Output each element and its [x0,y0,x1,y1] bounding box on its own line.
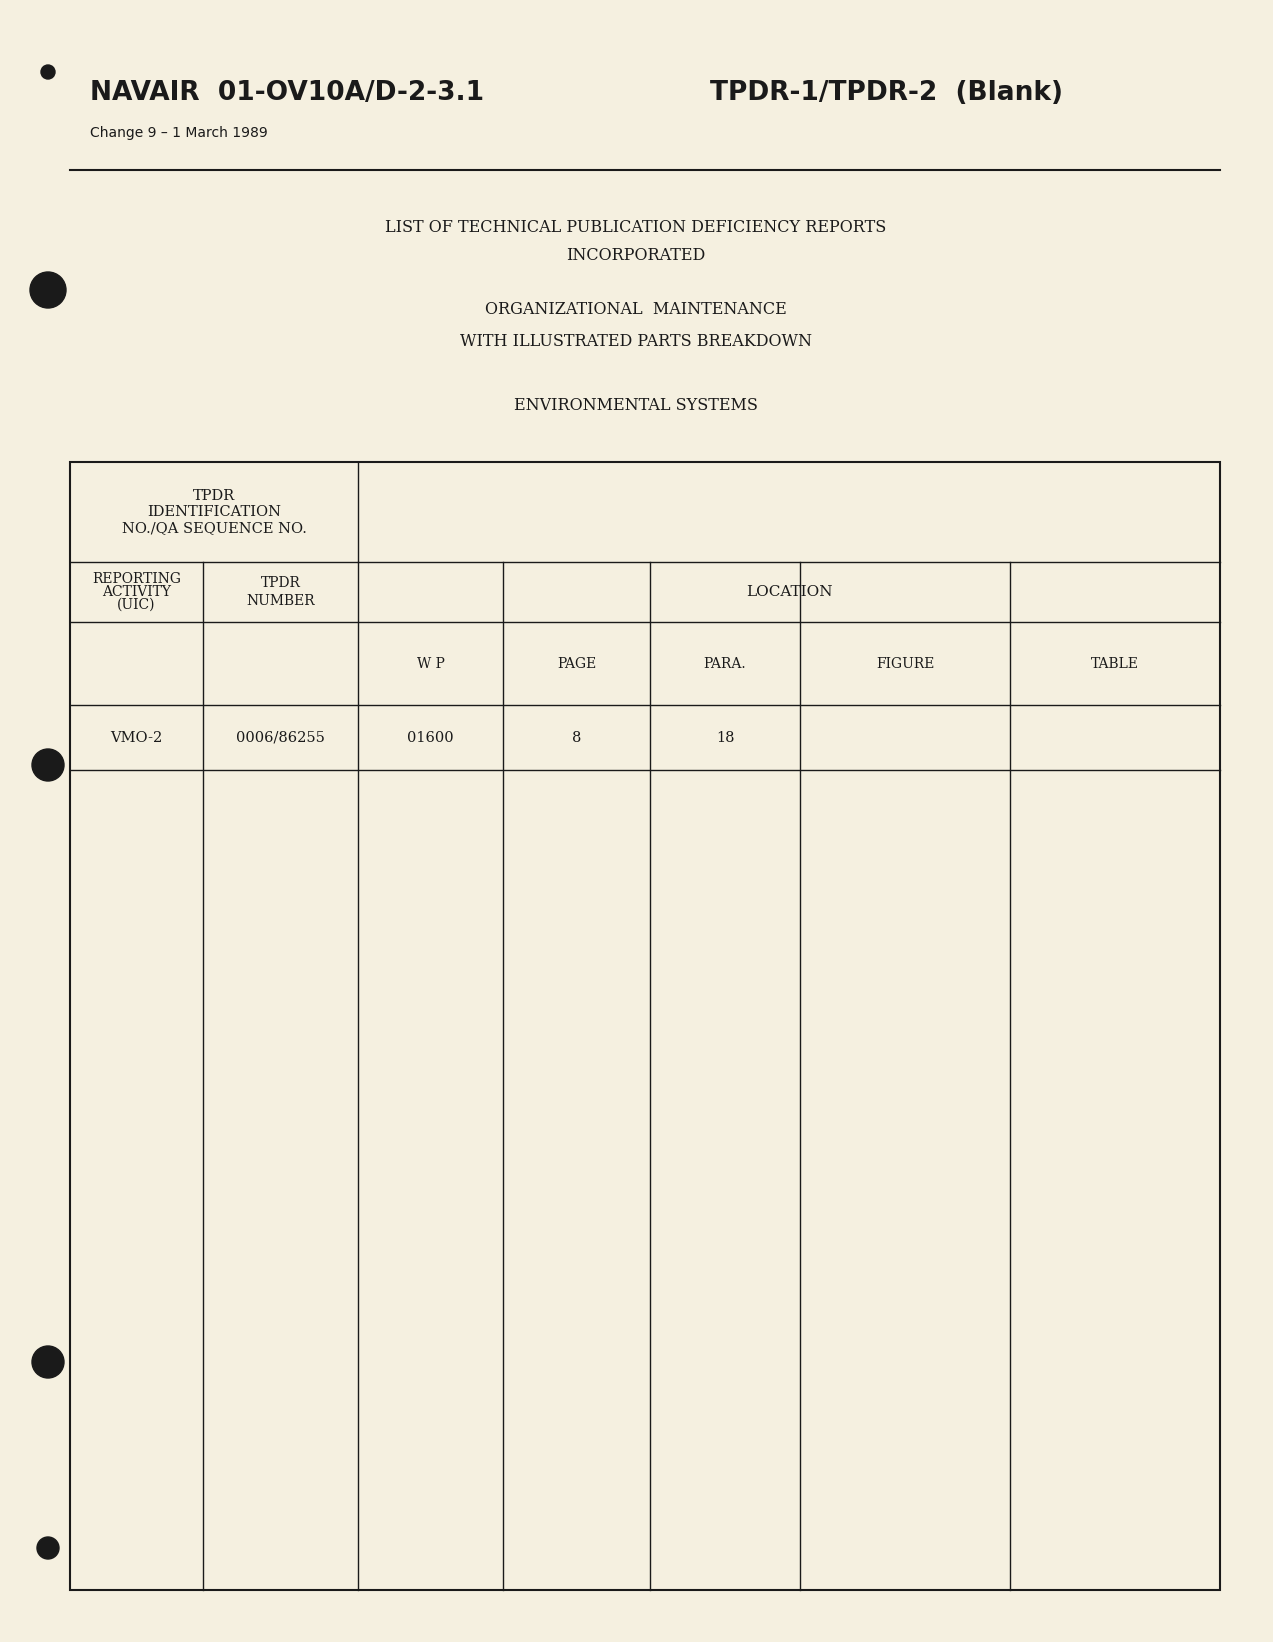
Text: Change 9 – 1 March 1989: Change 9 – 1 March 1989 [90,126,267,140]
Circle shape [31,273,66,309]
Text: TPDR: TPDR [193,489,236,502]
Text: LIST OF TECHNICAL PUBLICATION DEFICIENCY REPORTS: LIST OF TECHNICAL PUBLICATION DEFICIENCY… [386,220,886,236]
Text: ENVIRONMENTAL SYSTEMS: ENVIRONMENTAL SYSTEMS [514,396,757,414]
Text: REPORTING: REPORTING [92,571,181,586]
Text: ORGANIZATIONAL  MAINTENANCE: ORGANIZATIONAL MAINTENANCE [485,302,787,319]
Text: 0006/86255: 0006/86255 [236,731,325,744]
Text: NUMBER: NUMBER [246,594,314,608]
Text: WITH ILLUSTRATED PARTS BREAKDOWN: WITH ILLUSTRATED PARTS BREAKDOWN [460,333,812,350]
Text: NO./QA SEQUENCE NO.: NO./QA SEQUENCE NO. [121,521,307,535]
Text: (UIC): (UIC) [117,598,155,612]
Circle shape [41,66,55,79]
Text: PARA.: PARA. [704,657,746,670]
Circle shape [32,749,64,782]
Text: FIGURE: FIGURE [876,657,934,670]
Circle shape [32,1346,64,1378]
Text: NAVAIR  01-OV10A/D-2-3.1: NAVAIR 01-OV10A/D-2-3.1 [90,80,484,107]
Text: TABLE: TABLE [1091,657,1139,670]
Bar [70,461,1220,1589]
Text: 8: 8 [572,731,582,744]
Text: ACTIVITY: ACTIVITY [102,585,171,599]
Text: INCORPORATED: INCORPORATED [566,248,705,264]
Text: W P: W P [416,657,444,670]
Text: 01600: 01600 [407,731,453,744]
Text: IDENTIFICATION: IDENTIFICATION [146,506,281,519]
Text: TPDR-1/TPDR-2  (Blank): TPDR-1/TPDR-2 (Blank) [710,80,1063,107]
Text: VMO-2: VMO-2 [111,731,163,744]
Text: LOCATION: LOCATION [746,585,833,599]
Text: 18: 18 [715,731,735,744]
Circle shape [37,1537,59,1558]
Text: PAGE: PAGE [556,657,596,670]
Text: TPDR: TPDR [261,576,300,589]
